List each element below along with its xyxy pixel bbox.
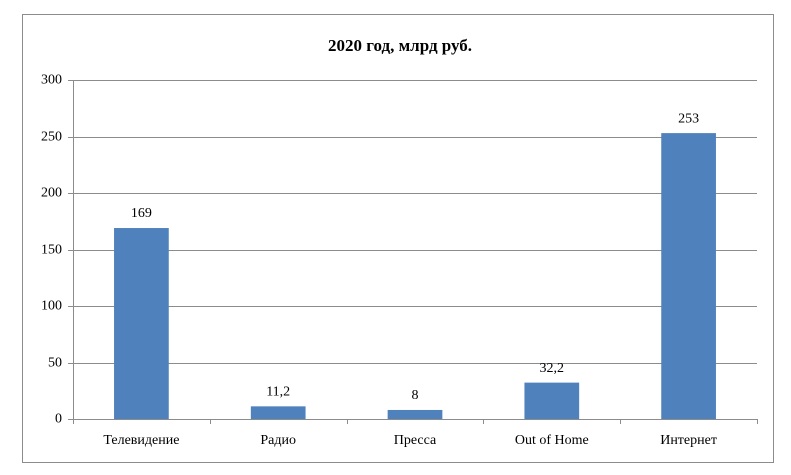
x-tick-label: Out of Home: [515, 433, 589, 448]
value-label: 253: [678, 111, 699, 126]
bar: [661, 133, 716, 420]
bar: [114, 228, 169, 419]
value-label: 32,2: [540, 361, 565, 376]
y-tick-label: 300: [41, 73, 62, 88]
x-tick-label: Телевидение: [103, 433, 179, 448]
y-tick-label: 200: [41, 186, 62, 201]
y-tick-label: 250: [41, 130, 62, 145]
y-tick-label: 100: [41, 299, 62, 314]
bar: [387, 409, 443, 419]
y-tick-label: 50: [48, 356, 62, 371]
bar: [524, 382, 580, 419]
x-tick-label: Радио: [260, 433, 296, 448]
value-label: 11,2: [266, 385, 290, 400]
value-label: 8: [412, 388, 419, 403]
y-tick-label: 150: [41, 243, 62, 258]
value-label: 169: [131, 206, 152, 221]
x-tick-label: Интернет: [660, 433, 717, 448]
y-tick-label: 0: [55, 412, 62, 427]
chart-title: 2020 год, млрд руб.: [328, 36, 472, 55]
x-tick-label: Пресса: [394, 433, 437, 448]
bar: [250, 406, 306, 419]
